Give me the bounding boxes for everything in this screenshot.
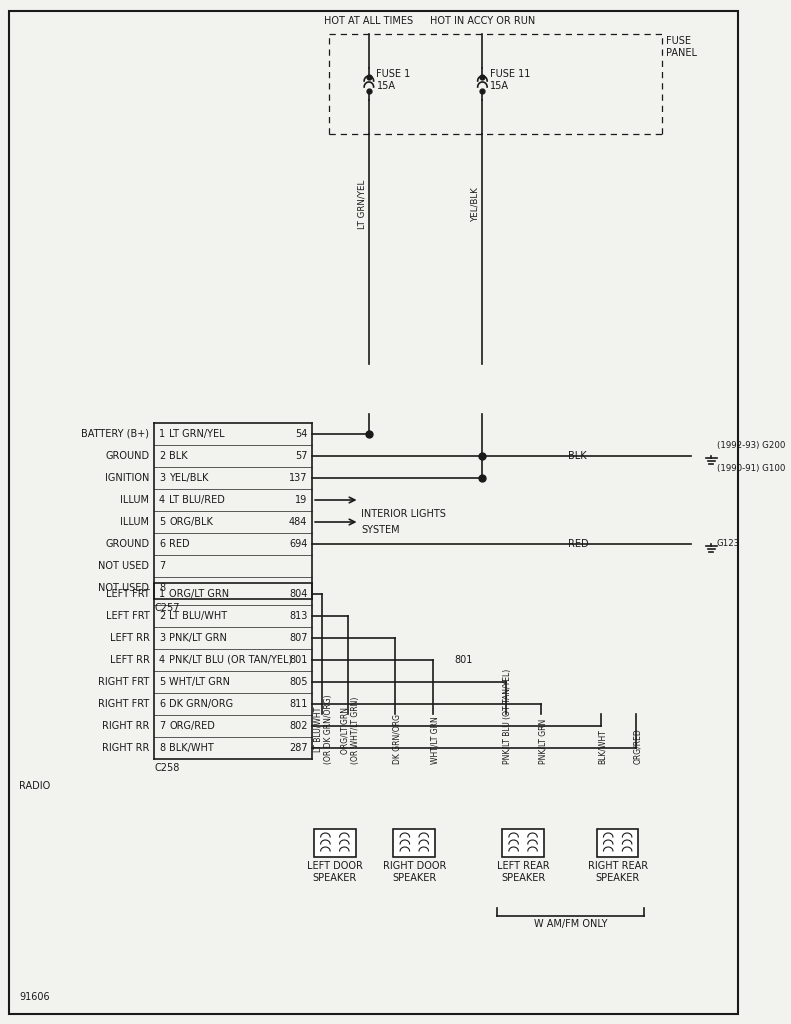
Text: 4: 4 — [159, 655, 165, 665]
Text: RADIO: RADIO — [19, 781, 50, 791]
Text: 91606: 91606 — [19, 992, 50, 1002]
Text: LT BLU/WHT
(OR DK GRN/ORG): LT BLU/WHT (OR DK GRN/ORG) — [314, 694, 333, 764]
Text: C257: C257 — [154, 603, 180, 613]
Text: GROUND: GROUND — [105, 451, 149, 461]
Text: LEFT REAR
SPEAKER: LEFT REAR SPEAKER — [497, 861, 550, 883]
Text: BLK/WHT: BLK/WHT — [598, 729, 607, 764]
Bar — [502, 829, 544, 857]
Text: 6: 6 — [159, 699, 165, 709]
Text: HOT AT ALL TIMES: HOT AT ALL TIMES — [324, 16, 414, 26]
Text: FUSE
PANEL: FUSE PANEL — [666, 36, 697, 58]
Text: RIGHT FRT: RIGHT FRT — [98, 699, 149, 709]
Text: 801: 801 — [454, 655, 472, 665]
Text: W AM/FM ONLY: W AM/FM ONLY — [534, 919, 607, 929]
Text: DK GRN/ORG: DK GRN/ORG — [393, 714, 402, 764]
Text: ORG/LT GRN: ORG/LT GRN — [169, 589, 229, 599]
Text: (1992-93) G200: (1992-93) G200 — [717, 441, 785, 450]
Text: SYSTEM: SYSTEM — [361, 525, 400, 535]
Text: GROUND: GROUND — [105, 539, 149, 549]
Text: HOT IN ACCY OR RUN: HOT IN ACCY OR RUN — [430, 16, 535, 26]
Text: DK GRN/ORG: DK GRN/ORG — [169, 699, 233, 709]
Text: 3: 3 — [159, 473, 165, 483]
Text: FUSE 1
15A: FUSE 1 15A — [377, 69, 411, 91]
Text: LEFT DOOR
SPEAKER: LEFT DOOR SPEAKER — [307, 861, 363, 883]
Text: ORG/RED: ORG/RED — [633, 728, 642, 764]
Text: FUSE 11
15A: FUSE 11 15A — [490, 69, 530, 91]
Text: WHT/LT GRN: WHT/LT GRN — [430, 716, 440, 764]
Text: G123: G123 — [717, 540, 740, 549]
Text: 811: 811 — [289, 699, 308, 709]
Text: YEL/BLK: YEL/BLK — [169, 473, 209, 483]
Bar — [314, 829, 356, 857]
Text: (1990-91) G100: (1990-91) G100 — [717, 464, 785, 473]
Text: 801: 801 — [289, 655, 308, 665]
Text: IGNITION: IGNITION — [105, 473, 149, 483]
Text: 1: 1 — [159, 589, 165, 599]
Text: 57: 57 — [295, 451, 308, 461]
Text: 3: 3 — [159, 633, 165, 643]
Text: 805: 805 — [289, 677, 308, 687]
Text: LEFT FRT: LEFT FRT — [106, 611, 149, 621]
Text: 5: 5 — [159, 517, 165, 527]
Text: LT GRN/YEL: LT GRN/YEL — [357, 179, 366, 228]
Text: RED: RED — [567, 539, 589, 549]
Text: 694: 694 — [289, 539, 308, 549]
Text: 484: 484 — [289, 517, 308, 527]
Text: 54: 54 — [295, 429, 308, 439]
Text: 813: 813 — [289, 611, 308, 621]
Text: PNK/LT GRN: PNK/LT GRN — [539, 719, 547, 764]
Text: 8: 8 — [159, 583, 165, 593]
Text: 807: 807 — [289, 633, 308, 643]
Bar — [597, 829, 638, 857]
Text: 802: 802 — [289, 721, 308, 731]
Text: 2: 2 — [159, 451, 165, 461]
Text: BATTERY (B+): BATTERY (B+) — [81, 429, 149, 439]
Text: 287: 287 — [289, 743, 308, 753]
Text: RIGHT DOOR
SPEAKER: RIGHT DOOR SPEAKER — [383, 861, 446, 883]
Text: 6: 6 — [159, 539, 165, 549]
Text: 804: 804 — [289, 589, 308, 599]
Text: 4: 4 — [159, 495, 165, 505]
Text: LEFT RR: LEFT RR — [110, 655, 149, 665]
Text: BLK/WHT: BLK/WHT — [169, 743, 214, 753]
Text: 137: 137 — [289, 473, 308, 483]
Text: BLK: BLK — [169, 451, 188, 461]
Text: RIGHT FRT: RIGHT FRT — [98, 677, 149, 687]
Text: 2: 2 — [159, 611, 165, 621]
Text: C258: C258 — [154, 763, 180, 773]
Text: 5: 5 — [159, 677, 165, 687]
Text: ORG/LT GRN
(OR WHT/LT GRN): ORG/LT GRN (OR WHT/LT GRN) — [340, 696, 360, 764]
Text: RIGHT REAR
SPEAKER: RIGHT REAR SPEAKER — [588, 861, 648, 883]
Text: YEL/BLK: YEL/BLK — [471, 186, 479, 221]
Text: ORG/RED: ORG/RED — [169, 721, 215, 731]
Text: RED: RED — [169, 539, 190, 549]
Text: LT BLU/RED: LT BLU/RED — [169, 495, 225, 505]
Text: NOT USED: NOT USED — [98, 583, 149, 593]
Text: 7: 7 — [159, 721, 165, 731]
Text: 7: 7 — [159, 561, 165, 571]
Text: LEFT RR: LEFT RR — [110, 633, 149, 643]
Bar — [393, 829, 435, 857]
Text: LT BLU/WHT: LT BLU/WHT — [169, 611, 228, 621]
Text: LT GRN/YEL: LT GRN/YEL — [169, 429, 225, 439]
Text: PNK/LT BLU (OT TAN/YEL): PNK/LT BLU (OT TAN/YEL) — [503, 669, 513, 764]
Text: NOT USED: NOT USED — [98, 561, 149, 571]
Text: ILLUM: ILLUM — [120, 517, 149, 527]
Text: RIGHT RR: RIGHT RR — [102, 743, 149, 753]
Text: 19: 19 — [295, 495, 308, 505]
Text: 8: 8 — [159, 743, 165, 753]
Text: WHT/LT GRN: WHT/LT GRN — [169, 677, 230, 687]
Text: PNK/LT GRN: PNK/LT GRN — [169, 633, 227, 643]
Text: LEFT FRT: LEFT FRT — [106, 589, 149, 599]
Text: PNK/LT BLU (OR TAN/YEL): PNK/LT BLU (OR TAN/YEL) — [169, 655, 293, 665]
Text: ILLUM: ILLUM — [120, 495, 149, 505]
Text: 1: 1 — [159, 429, 165, 439]
Text: RIGHT RR: RIGHT RR — [102, 721, 149, 731]
Text: INTERIOR LIGHTS: INTERIOR LIGHTS — [361, 509, 446, 519]
Text: BLK: BLK — [567, 451, 586, 461]
Text: ORG/BLK: ORG/BLK — [169, 517, 214, 527]
